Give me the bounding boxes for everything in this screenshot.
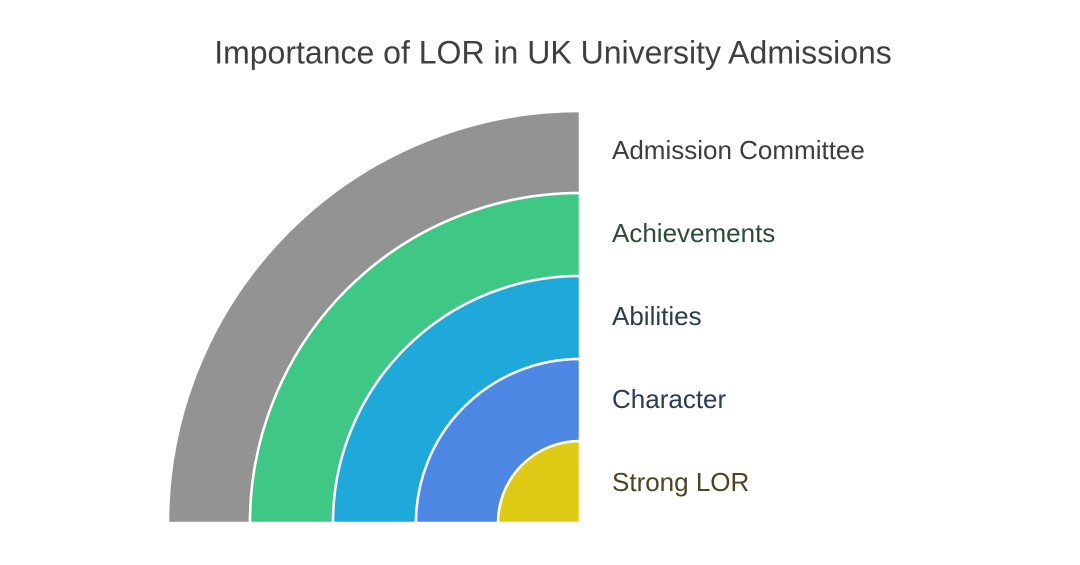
layer-label: Achievements (612, 218, 775, 248)
ring-strong-lor (496, 439, 582, 525)
layer-label: Strong LOR (612, 467, 749, 497)
layer-label: Character (612, 384, 726, 414)
title: Importance of LOR in UK University Admis… (214, 34, 892, 70)
layer-label: Admission Committee (612, 135, 865, 165)
layer-label: Abilities (612, 301, 702, 331)
rings (166, 109, 582, 525)
